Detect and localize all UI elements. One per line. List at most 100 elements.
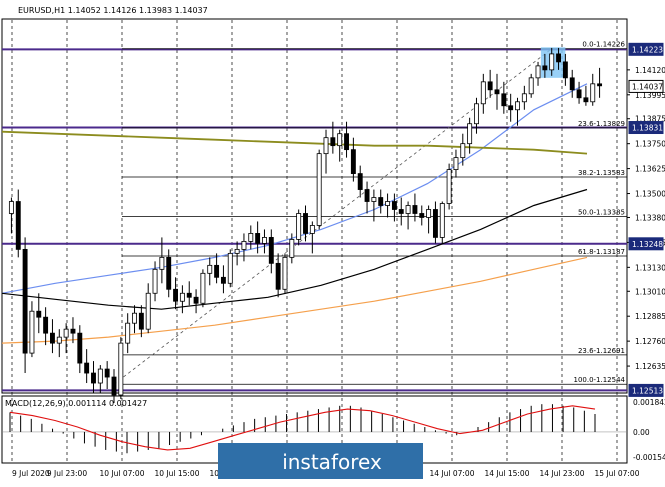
- candle-body: [43, 316, 49, 334]
- candle: [275, 253, 281, 298]
- candle: [597, 67, 603, 98]
- candle-body: [398, 209, 404, 214]
- candle-body: [262, 237, 267, 244]
- candle: [494, 73, 500, 110]
- candle-body: [70, 328, 76, 334]
- candle: [549, 47, 555, 76]
- candle-body: [193, 296, 199, 304]
- candle-body: [152, 268, 158, 294]
- candle: [391, 193, 397, 222]
- candle-body: [159, 256, 165, 270]
- candle: [535, 61, 541, 86]
- price-tag: 1.14223: [628, 42, 664, 56]
- candle-body: [56, 336, 62, 344]
- candle-body: [432, 209, 438, 238]
- candle-body: [275, 262, 281, 290]
- fib-level-label: 23.6-1.13829: [578, 120, 625, 128]
- moving-average-line: [1, 256, 588, 344]
- ma-layer: [1, 83, 588, 344]
- candle-body: [439, 203, 445, 238]
- candle-body: [309, 225, 315, 234]
- candle: [289, 233, 295, 264]
- candle-body: [8, 201, 14, 214]
- candle-body: [357, 173, 363, 190]
- candle-body: [330, 137, 336, 147]
- candle-body: [255, 233, 261, 244]
- candle: [323, 129, 329, 174]
- candle-body: [521, 93, 527, 103]
- candle: [562, 53, 568, 86]
- candle: [528, 73, 534, 98]
- price-tag-box: [628, 383, 664, 397]
- price-tag: 1.14037: [628, 79, 664, 93]
- candle-body: [549, 53, 555, 71]
- candle: [200, 269, 206, 308]
- candle: [316, 149, 322, 230]
- candle-body: [350, 149, 356, 174]
- candle: [412, 193, 418, 222]
- candle-body: [508, 105, 514, 111]
- macd-y-tick-label: 0.001842: [633, 398, 665, 407]
- candle: [179, 285, 185, 314]
- y-tick-label: 1.13500: [635, 190, 665, 199]
- candle-body: [29, 310, 35, 354]
- candle-body: [590, 83, 596, 103]
- price-tag-label: 1.13248: [632, 240, 663, 249]
- candle: [97, 365, 103, 393]
- y-tick-label: 1.13380: [635, 213, 665, 222]
- candle-body: [405, 205, 411, 214]
- candle-body: [460, 143, 466, 159]
- candle: [22, 237, 28, 374]
- candle: [330, 121, 336, 154]
- candle-body: [480, 81, 486, 105]
- price-tag-label: 1.12513: [632, 386, 663, 395]
- y-tick-label: 1.13130: [635, 263, 665, 272]
- candle: [487, 69, 493, 98]
- price-tag: 1.12513: [628, 383, 664, 397]
- candle: [84, 349, 90, 384]
- candle-body: [97, 368, 103, 384]
- candle: [576, 81, 582, 104]
- candle-body: [323, 137, 329, 155]
- y-tick-label: 1.13750: [635, 140, 665, 149]
- candle-body: [562, 61, 568, 79]
- candle: [152, 261, 158, 302]
- price-tag-box: [628, 42, 664, 56]
- candle: [309, 221, 315, 254]
- macd-y-tick-label: -0.00154: [633, 453, 665, 462]
- candle-body: [412, 205, 418, 214]
- candle: [118, 337, 124, 399]
- candle: [262, 229, 267, 254]
- candle-body: [179, 292, 185, 302]
- candle: [344, 121, 349, 158]
- x-tick-label: 9 Jul 2020: [12, 469, 50, 478]
- x-tick-label: 14 Jul 23:00: [540, 469, 585, 478]
- candle-body: [63, 328, 69, 338]
- candle-body: [132, 312, 137, 324]
- candle-body: [487, 81, 493, 91]
- price-tag-label: 1.14037: [632, 82, 663, 91]
- candle: [521, 85, 527, 110]
- candle-body: [316, 153, 322, 226]
- macd-y-tick-label: 0.00: [633, 428, 650, 437]
- x-tick-label: 10 Jul 15:00: [155, 469, 200, 478]
- candle: [508, 93, 514, 122]
- candle-body: [371, 197, 377, 202]
- candle-body: [289, 239, 295, 258]
- y-tick-label: 1.13010: [635, 287, 665, 296]
- candle-body: [528, 77, 534, 95]
- x-tick-label: 10 Jul 07:00: [100, 469, 145, 478]
- candle-body: [446, 169, 452, 204]
- candle-body: [125, 322, 131, 344]
- candle: [569, 69, 575, 98]
- candle: [77, 325, 83, 374]
- candle: [29, 301, 35, 358]
- fib-level-label: 50.0-1.13385: [578, 208, 625, 216]
- candle: [8, 197, 14, 234]
- candle: [439, 201, 445, 244]
- candle-body: [241, 241, 247, 250]
- candle: [583, 85, 589, 106]
- candle: [248, 225, 254, 250]
- candle: [111, 369, 117, 403]
